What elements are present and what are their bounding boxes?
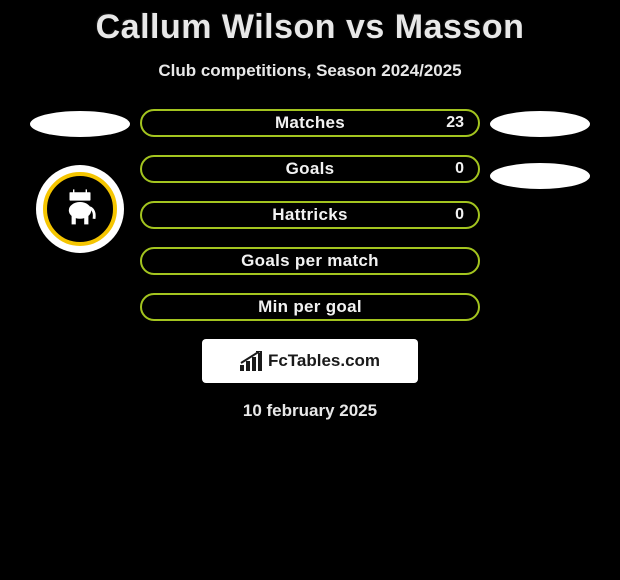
stat-label: Hattricks [272,205,347,225]
stat-label: Matches [275,113,345,133]
brand-box[interactable]: FcTables.com [202,339,418,383]
stat-label: Goals [286,159,335,179]
stats-bars: Matches 23 Goals 0 Hattricks 0 Goals per match… [140,109,480,321]
stat-value: 23 [446,114,464,132]
elephant-icon [59,188,101,230]
left-player-column [20,109,140,253]
player-photo-placeholder-right [490,111,590,137]
club-logo-left [36,165,124,253]
bars-up-icon [240,351,264,371]
stat-bar: Min per goal [140,293,480,321]
stat-label: Min per goal [258,297,362,317]
stat-bar: Matches 23 [140,109,480,137]
comparison-row: Matches 23 Goals 0 Hattricks 0 Goals per match… [0,109,620,321]
stat-bar: Goals per match [140,247,480,275]
stat-label: Goals per match [241,251,379,271]
stat-bar: Hattricks 0 [140,201,480,229]
club-logo-inner [43,172,117,246]
page-title: Callum Wilson vs Masson [0,8,620,47]
stat-bar: Goals 0 [140,155,480,183]
right-player-column [480,109,600,189]
player-photo-placeholder-left [30,111,130,137]
date-label: 10 february 2025 [0,401,620,421]
brand-text: FcTables.com [268,351,380,371]
player-photo-placeholder-right [490,163,590,189]
stat-value: 0 [455,206,464,224]
stat-value: 0 [455,160,464,178]
subtitle: Club competitions, Season 2024/2025 [0,61,620,81]
